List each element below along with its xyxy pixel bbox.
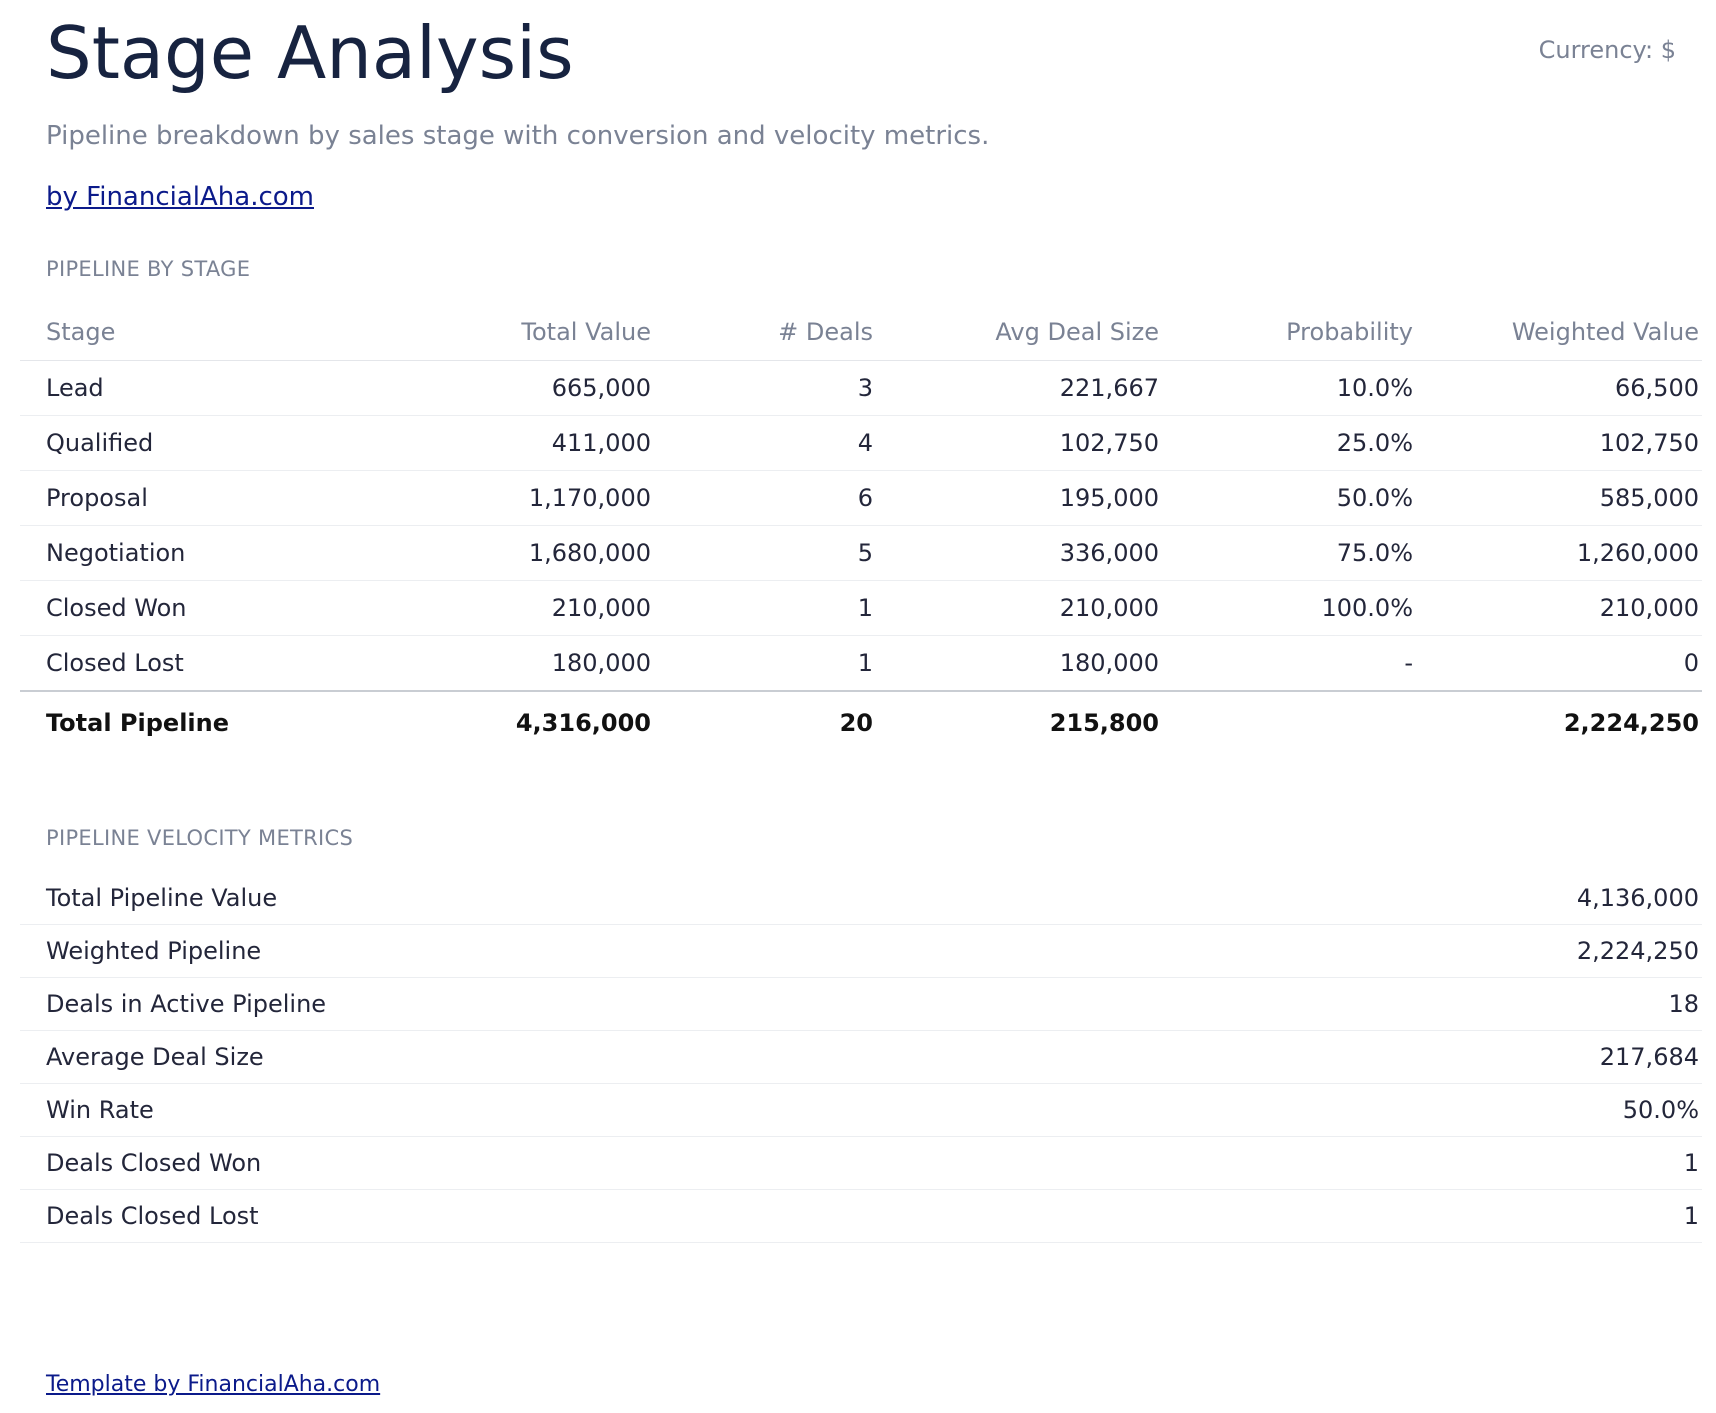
cell-probability: 10.0% bbox=[1159, 360, 1413, 416]
cell-total-value: 1,680,000 bbox=[271, 525, 651, 581]
list-item: Total Pipeline Value 4,136,000 bbox=[20, 872, 1702, 925]
metric-label: Total Pipeline Value bbox=[46, 884, 278, 912]
table-row: Closed Lost 180,000 1 180,000 - 0 bbox=[20, 635, 1702, 692]
cell-deals: 3 bbox=[651, 360, 873, 416]
list-item: Win Rate 50.0% bbox=[20, 1084, 1702, 1137]
pipeline-velocity-heading: PIPELINE VELOCITY METRICS bbox=[46, 826, 354, 850]
metric-value: 1 bbox=[1683, 1202, 1699, 1230]
list-item: Deals Closed Won 1 bbox=[20, 1137, 1702, 1190]
cell-deals: 1 bbox=[651, 635, 873, 692]
table-header-row: Stage Total Value # Deals Avg Deal Size … bbox=[20, 304, 1702, 361]
metric-label: Average Deal Size bbox=[46, 1043, 264, 1071]
cell-deals: 1 bbox=[651, 580, 873, 636]
cell-probability: 50.0% bbox=[1159, 470, 1413, 526]
metric-label: Weighted Pipeline bbox=[46, 937, 262, 965]
metric-value: 217,684 bbox=[1599, 1043, 1699, 1071]
cell-stage: Qualified bbox=[20, 415, 271, 471]
cell-deals: 20 bbox=[651, 690, 873, 754]
footer-template-link[interactable]: Template by FinancialAha.com bbox=[46, 1372, 381, 1397]
cell-stage: Closed Lost bbox=[20, 635, 271, 692]
cell-probability bbox=[1159, 690, 1413, 754]
cell-total-value: 4,316,000 bbox=[271, 690, 651, 754]
cell-probability: 25.0% bbox=[1159, 415, 1413, 471]
credit-link[interactable]: by FinancialAha.com bbox=[46, 182, 314, 212]
metric-value: 50.0% bbox=[1622, 1096, 1699, 1124]
list-item: Deals Closed Lost 1 bbox=[20, 1190, 1702, 1243]
metric-label: Deals Closed Lost bbox=[46, 1202, 259, 1230]
cell-weighted-value: 66,500 bbox=[1413, 360, 1702, 416]
list-item: Deals in Active Pipeline 18 bbox=[20, 978, 1702, 1031]
cell-total-value: 210,000 bbox=[271, 580, 651, 636]
metric-value: 2,224,250 bbox=[1576, 937, 1699, 965]
total-pipeline-row: Total Pipeline 4,316,000 20 215,800 2,22… bbox=[20, 690, 1702, 754]
page-subtitle: Pipeline breakdown by sales stage with c… bbox=[46, 121, 990, 151]
metric-value: 18 bbox=[1668, 990, 1699, 1018]
velocity-metrics-list: Total Pipeline Value 4,136,000 Weighted … bbox=[20, 872, 1702, 1243]
table-row: Lead 665,000 3 221,667 10.0% 66,500 bbox=[20, 360, 1702, 416]
page-title: Stage Analysis bbox=[46, 11, 574, 95]
cell-probability: 75.0% bbox=[1159, 525, 1413, 581]
column-header-weighted-value: Weighted Value bbox=[1413, 304, 1702, 361]
cell-total-value: 411,000 bbox=[271, 415, 651, 471]
column-header-deals: # Deals bbox=[651, 304, 873, 361]
column-header-total-value: Total Value bbox=[271, 304, 651, 361]
table-row: Proposal 1,170,000 6 195,000 50.0% 585,0… bbox=[20, 470, 1702, 526]
metric-label: Deals in Active Pipeline bbox=[46, 990, 327, 1018]
column-header-probability: Probability bbox=[1159, 304, 1413, 361]
cell-avg-deal-size: 221,667 bbox=[873, 360, 1159, 416]
cell-total-value: 1,170,000 bbox=[271, 470, 651, 526]
table-row: Negotiation 1,680,000 5 336,000 75.0% 1,… bbox=[20, 525, 1702, 581]
cell-deals: 6 bbox=[651, 470, 873, 526]
cell-stage: Closed Won bbox=[20, 580, 271, 636]
cell-total-value: 665,000 bbox=[271, 360, 651, 416]
cell-weighted-value: 1,260,000 bbox=[1413, 525, 1702, 581]
cell-probability: 100.0% bbox=[1159, 580, 1413, 636]
list-item: Weighted Pipeline 2,224,250 bbox=[20, 925, 1702, 978]
cell-stage: Proposal bbox=[20, 470, 271, 526]
table-row: Qualified 411,000 4 102,750 25.0% 102,75… bbox=[20, 415, 1702, 471]
list-item: Average Deal Size 217,684 bbox=[20, 1031, 1702, 1084]
metric-label: Deals Closed Won bbox=[46, 1149, 262, 1177]
column-header-stage: Stage bbox=[20, 304, 271, 361]
cell-weighted-value: 2,224,250 bbox=[1413, 690, 1702, 754]
cell-weighted-value: 585,000 bbox=[1413, 470, 1702, 526]
cell-total-value: 180,000 bbox=[271, 635, 651, 692]
cell-deals: 4 bbox=[651, 415, 873, 471]
pipeline-by-stage-heading: PIPELINE BY STAGE bbox=[46, 257, 251, 281]
cell-avg-deal-size: 102,750 bbox=[873, 415, 1159, 471]
currency-label: Currency: $ bbox=[1538, 36, 1676, 64]
cell-avg-deal-size: 210,000 bbox=[873, 580, 1159, 636]
metric-label: Win Rate bbox=[46, 1096, 154, 1124]
cell-weighted-value: 102,750 bbox=[1413, 415, 1702, 471]
metric-value: 4,136,000 bbox=[1576, 884, 1699, 912]
column-header-avg-deal-size: Avg Deal Size bbox=[873, 304, 1159, 361]
cell-avg-deal-size: 180,000 bbox=[873, 635, 1159, 692]
cell-weighted-value: 210,000 bbox=[1413, 580, 1702, 636]
metric-value: 1 bbox=[1683, 1149, 1699, 1177]
cell-stage: Negotiation bbox=[20, 525, 271, 581]
cell-avg-deal-size: 195,000 bbox=[873, 470, 1159, 526]
pipeline-by-stage-table: Stage Total Value # Deals Avg Deal Size … bbox=[20, 304, 1702, 754]
cell-probability: - bbox=[1159, 635, 1413, 692]
cell-avg-deal-size: 215,800 bbox=[873, 690, 1159, 754]
cell-deals: 5 bbox=[651, 525, 873, 581]
cell-stage: Lead bbox=[20, 360, 271, 416]
table-row: Closed Won 210,000 1 210,000 100.0% 210,… bbox=[20, 580, 1702, 636]
cell-avg-deal-size: 336,000 bbox=[873, 525, 1159, 581]
cell-stage: Total Pipeline bbox=[20, 690, 271, 754]
cell-weighted-value: 0 bbox=[1413, 635, 1702, 692]
